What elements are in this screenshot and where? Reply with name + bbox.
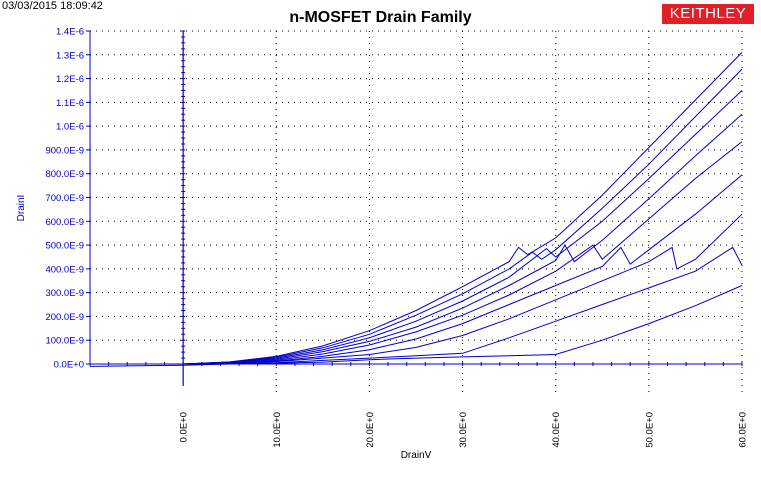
x-axis-label: DrainV bbox=[401, 450, 432, 461]
series-line-3 bbox=[183, 213, 743, 365]
y-tick-label: 300.0E-9 bbox=[45, 288, 84, 299]
series-line-5 bbox=[183, 141, 743, 365]
y-tick-label: 500.0E-9 bbox=[45, 241, 84, 252]
series-line-8 bbox=[183, 68, 743, 365]
series-line-7 bbox=[183, 90, 743, 365]
x-tick-label: 50.0E+0 bbox=[644, 412, 655, 448]
series-line-4 bbox=[183, 174, 743, 365]
x-tick-label: 60.0E+0 bbox=[738, 412, 749, 448]
y-tick-label: 1.0E-6 bbox=[56, 122, 84, 133]
x-tick-labels: 0.0E+0 10.0E+0 20.0E+0 30.0E+0 40.0E+0 50.0E+… bbox=[179, 412, 749, 448]
y-tick-label: 600.0E-9 bbox=[45, 217, 84, 228]
series-line-9 bbox=[183, 52, 743, 365]
x-tick-label: 30.0E+0 bbox=[458, 412, 469, 448]
series-line-2 bbox=[183, 246, 743, 365]
y-tick-label: 1.3E-6 bbox=[56, 50, 84, 61]
series-line-1 bbox=[89, 285, 743, 367]
y-tick-label: 900.0E-9 bbox=[45, 145, 84, 156]
y-tick-label: 1.4E-6 bbox=[56, 27, 84, 38]
grid bbox=[90, 30, 743, 394]
y-tick-label: 800.0E-9 bbox=[45, 169, 84, 180]
x-tick-label: 0.0E+0 bbox=[179, 412, 190, 442]
y-tick-label: 100.0E-9 bbox=[45, 336, 84, 347]
x-tick-label: 20.0E+0 bbox=[365, 412, 376, 448]
y-axis-label: DrainI bbox=[16, 195, 27, 222]
y-tick-label: 400.0E-9 bbox=[45, 264, 84, 275]
timestamp: 03/03/2015 18:09:42 bbox=[2, 0, 103, 12]
y-tick-labels: 0.0E+0 100.0E-9 200.0E-9 300.0E-9 400.0E-9 50… bbox=[45, 27, 84, 371]
y-tick-label: 1.1E-6 bbox=[56, 98, 84, 109]
x-tick-label: 10.0E+0 bbox=[272, 412, 283, 448]
series-lines bbox=[89, 52, 743, 367]
y-tick-label: 700.0E-9 bbox=[45, 193, 84, 204]
y-tick-label: 200.0E-9 bbox=[45, 312, 84, 323]
chart-title: n-MOSFET Drain Family bbox=[289, 9, 472, 26]
x-tick-label: 40.0E+0 bbox=[551, 412, 562, 448]
series-line-6 bbox=[183, 113, 743, 365]
brand-logo: KEITHLEY bbox=[662, 4, 754, 24]
y-tick-label: 1.2E-6 bbox=[56, 74, 84, 85]
y-tick-label: 0.0E+0 bbox=[54, 360, 84, 371]
